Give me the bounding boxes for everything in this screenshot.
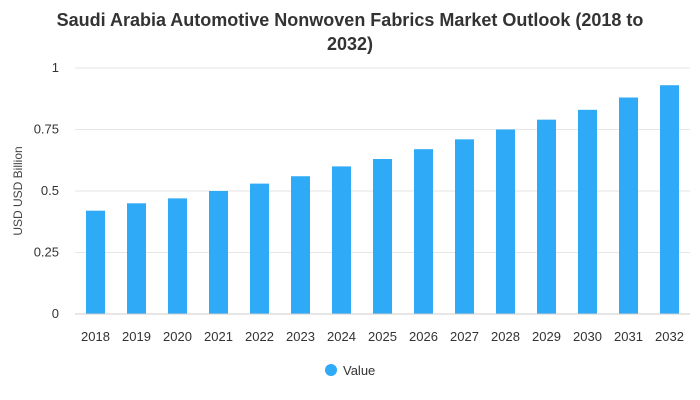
y-axis-ticks: 0 0.25 0.5 0.75 1: [34, 60, 59, 321]
bar-2021[interactable]: [209, 191, 228, 314]
x-tick-label: 2023: [286, 329, 315, 344]
x-tick-label: 2030: [573, 329, 602, 344]
x-tick-label: 2019: [122, 329, 151, 344]
y-tick-label: 0.5: [41, 183, 59, 198]
x-tick-label: 2026: [409, 329, 438, 344]
chart-title-line-1: Saudi Arabia Automotive Nonwoven Fabrics…: [57, 10, 644, 30]
bar-2025[interactable]: [373, 159, 392, 314]
x-tick-label: 2028: [491, 329, 520, 344]
bar-2026[interactable]: [414, 149, 433, 314]
bar-2027[interactable]: [455, 139, 474, 314]
bar-2029[interactable]: [537, 119, 556, 314]
y-tick-label: 0.25: [34, 245, 59, 260]
x-tick-label: 2029: [532, 329, 561, 344]
x-axis-ticks: 2018 2019 2020 2021 2022 2023 2024 2025 2026 2027…: [81, 329, 684, 344]
bar-2024[interactable]: [332, 166, 351, 314]
y-tick-label: 0.75: [34, 122, 59, 137]
bar-2030[interactable]: [578, 109, 597, 314]
x-tick-label: 2027: [450, 329, 479, 344]
bar-2032[interactable]: [660, 85, 679, 314]
x-tick-label: 2032: [655, 329, 684, 344]
bars: [86, 85, 679, 315]
x-tick-label: 2020: [163, 329, 192, 344]
y-tick-label: 0: [52, 306, 59, 321]
legend-label-value[interactable]: Value: [343, 363, 375, 378]
x-tick-label: 2021: [204, 329, 233, 344]
bar-2022[interactable]: [250, 183, 269, 314]
x-tick-label: 2024: [327, 329, 356, 344]
bar-2020[interactable]: [168, 198, 187, 314]
legend-swatch-value[interactable]: [325, 364, 337, 376]
bar-2023[interactable]: [291, 176, 310, 314]
x-tick-label: 2022: [245, 329, 274, 344]
bar-2018[interactable]: [86, 210, 105, 314]
bar-2028[interactable]: [496, 129, 515, 315]
chart-title-line-2: 2032): [327, 34, 373, 54]
y-tick-label: 1: [52, 60, 59, 75]
bar-2031[interactable]: [619, 97, 638, 315]
y-axis-label: USD USD Billion: [11, 146, 25, 235]
legend[interactable]: Value: [325, 363, 375, 378]
bar-2019[interactable]: [127, 203, 146, 314]
x-tick-label: 2018: [81, 329, 110, 344]
x-tick-label: 2031: [614, 329, 643, 344]
x-tick-label: 2025: [368, 329, 397, 344]
